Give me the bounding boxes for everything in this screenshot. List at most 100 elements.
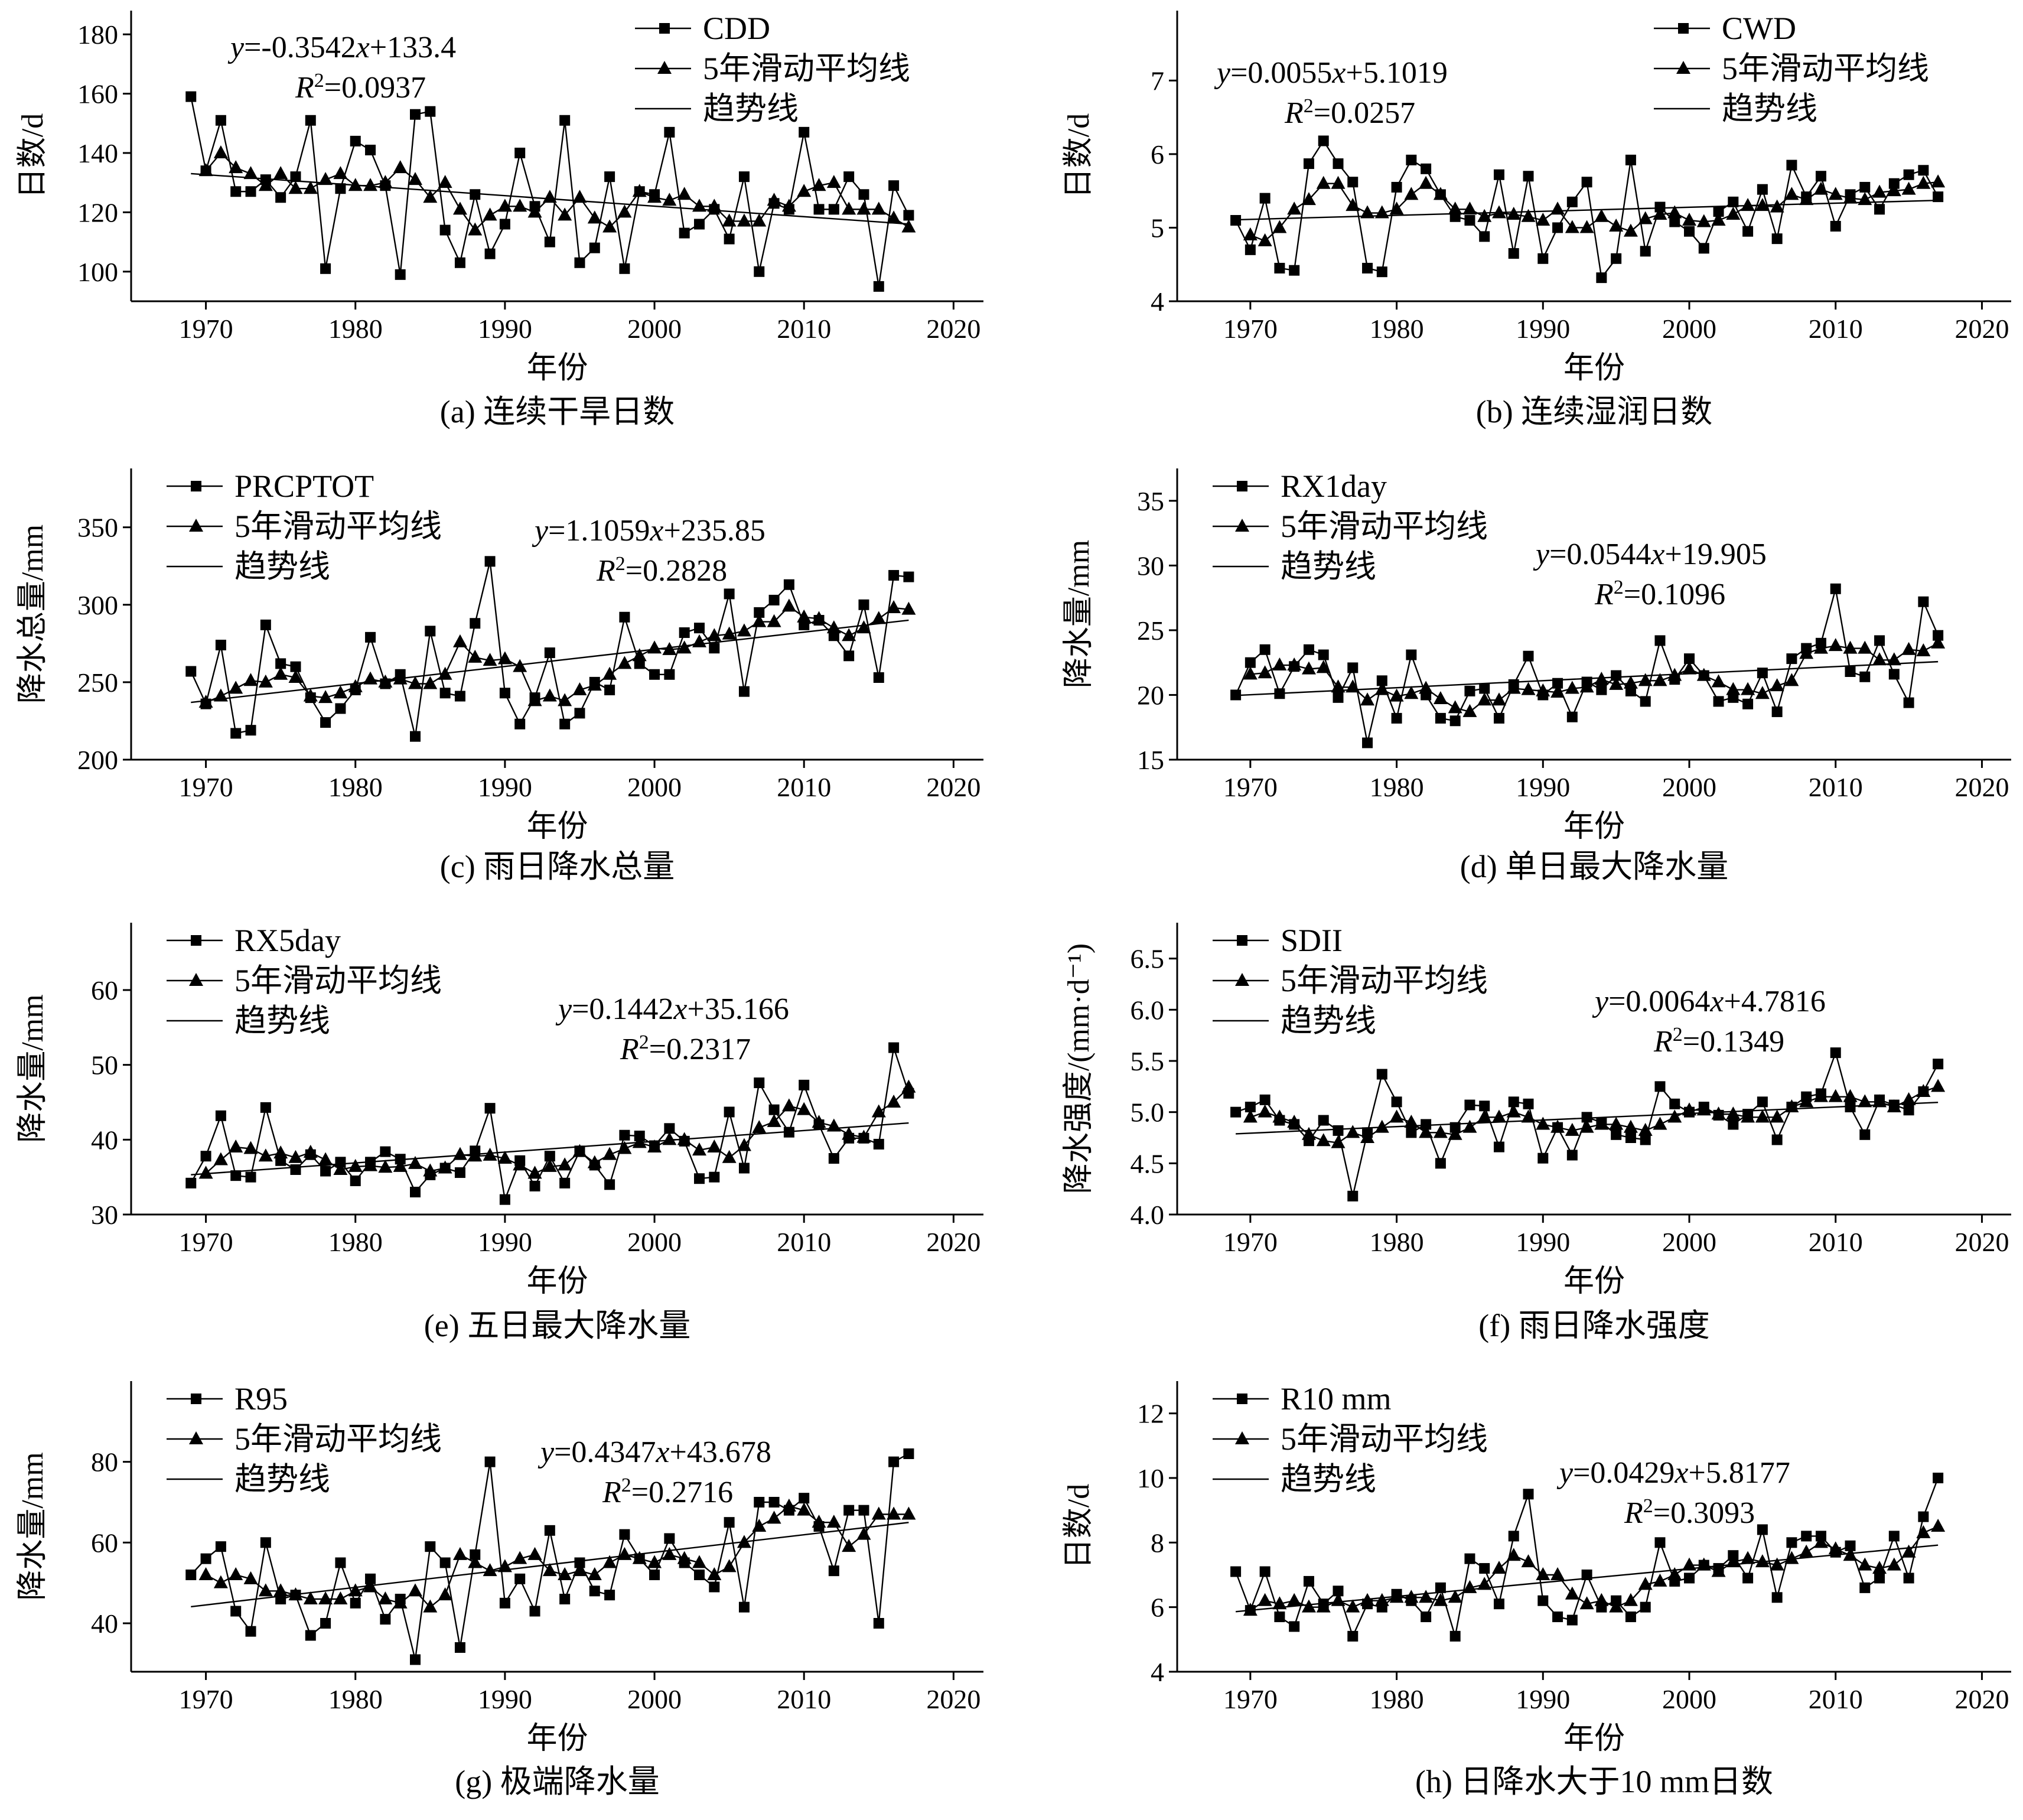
legend-label: CWD [1722, 11, 1796, 46]
moving-average-point [767, 614, 781, 627]
moving-average-point [1901, 181, 1916, 195]
data-point [709, 1581, 720, 1593]
x-tick-label: 1980 [328, 1684, 383, 1714]
moving-average-point [1843, 1089, 1858, 1102]
x-tick-label: 1980 [1370, 1227, 1424, 1257]
x-axis-label: 年份 [526, 1722, 588, 1756]
data-point [230, 1606, 242, 1617]
moving-average-point [572, 1144, 587, 1157]
moving-average-point [558, 693, 572, 706]
data-point [1801, 1531, 1812, 1542]
legend-label: CDD [703, 11, 770, 46]
moving-average-point [1374, 682, 1389, 695]
moving-average-point [1360, 692, 1375, 706]
x-tick-label: 2020 [926, 772, 980, 802]
data-point [1611, 253, 1622, 264]
x-tick-label: 1990 [1516, 314, 1570, 344]
x-tick-label: 1990 [478, 1684, 532, 1714]
data-point [185, 1570, 197, 1580]
moving-average-point [1404, 686, 1419, 699]
moving-average-point [408, 172, 422, 185]
data-point [290, 171, 301, 183]
moving-average-point [213, 688, 228, 702]
data-point [305, 115, 316, 126]
moving-average-point [692, 634, 706, 647]
data-point [1245, 1102, 1256, 1112]
data-point [514, 147, 526, 158]
data-point [260, 619, 271, 630]
moving-average-point [871, 611, 886, 624]
moving-average-point [1741, 682, 1755, 695]
moving-average-point [1579, 679, 1594, 693]
data-point [290, 661, 301, 672]
moving-average-point [483, 1563, 497, 1577]
moving-average-point [229, 1567, 243, 1580]
moving-average-point [722, 626, 737, 640]
data-point [738, 1163, 750, 1174]
moving-average-point [378, 674, 393, 688]
data-point [589, 242, 600, 253]
legend-square-marker [191, 935, 201, 946]
y-tick-label: 120 [77, 197, 118, 227]
x-tick-label: 1990 [1516, 772, 1570, 802]
x-tick-label: 2000 [1662, 1684, 1716, 1714]
data-point [1479, 1101, 1490, 1112]
moving-average-point [781, 598, 796, 612]
data-point [544, 1151, 555, 1162]
moving-average-point [1638, 673, 1653, 686]
data-point [335, 703, 346, 714]
data-point [1406, 154, 1417, 165]
moving-average-point [1667, 1567, 1682, 1580]
data-point [1581, 1570, 1592, 1580]
r-squared: R2=0.2716 [602, 1474, 733, 1510]
moving-average-point [333, 166, 348, 180]
moving-average-point [1887, 1557, 1901, 1571]
moving-average-point [1579, 1596, 1594, 1610]
legend-triangle-marker [189, 973, 203, 986]
moving-average-point [662, 1132, 677, 1145]
moving-average-point [1843, 190, 1858, 204]
data-point [1259, 1566, 1271, 1577]
moving-average-point [767, 1510, 781, 1524]
moving-average-point [1638, 1577, 1653, 1590]
y-tick-label: 10 [1137, 1463, 1164, 1493]
moving-average-point [572, 190, 587, 203]
data-point [350, 1176, 361, 1186]
data-point [499, 1194, 510, 1205]
data-point [1933, 630, 1944, 641]
moving-average-point [1272, 1109, 1287, 1123]
moving-average-point [1389, 688, 1404, 702]
data-point [260, 1102, 271, 1113]
data-point [1274, 688, 1285, 699]
moving-average-point [767, 1114, 781, 1127]
moving-average-point [1404, 1115, 1419, 1128]
moving-average-point [497, 1559, 512, 1572]
moving-average-point [1287, 1593, 1302, 1606]
x-tick-label: 2020 [926, 1227, 980, 1257]
data-point [1654, 1081, 1666, 1092]
moving-average-point [229, 160, 243, 174]
data-point [1303, 644, 1314, 655]
regression-equation: y=1.1059x+235.85 [532, 514, 765, 548]
moving-average-point [1609, 676, 1624, 690]
data-point [1596, 272, 1607, 284]
data-point [1786, 653, 1797, 665]
data-point [1640, 696, 1651, 707]
data-point [1245, 244, 1256, 255]
data-point [754, 1077, 765, 1089]
data-point [694, 1570, 705, 1580]
data-point [1815, 171, 1826, 182]
data-point [1566, 1614, 1578, 1626]
moving-average-point [1901, 642, 1916, 655]
moving-average-point [468, 222, 483, 236]
moving-average-point [1609, 1599, 1624, 1613]
moving-average-point [468, 1148, 483, 1162]
moving-average-point [273, 1583, 288, 1597]
data-point [604, 1590, 615, 1601]
data-point [230, 1170, 242, 1181]
data-point [484, 1456, 496, 1467]
moving-average-point [1477, 692, 1492, 706]
data-point [1391, 181, 1402, 193]
moving-average-point [1506, 681, 1521, 694]
regression-equation: y=0.0429x+5.8177 [1556, 1456, 1790, 1490]
